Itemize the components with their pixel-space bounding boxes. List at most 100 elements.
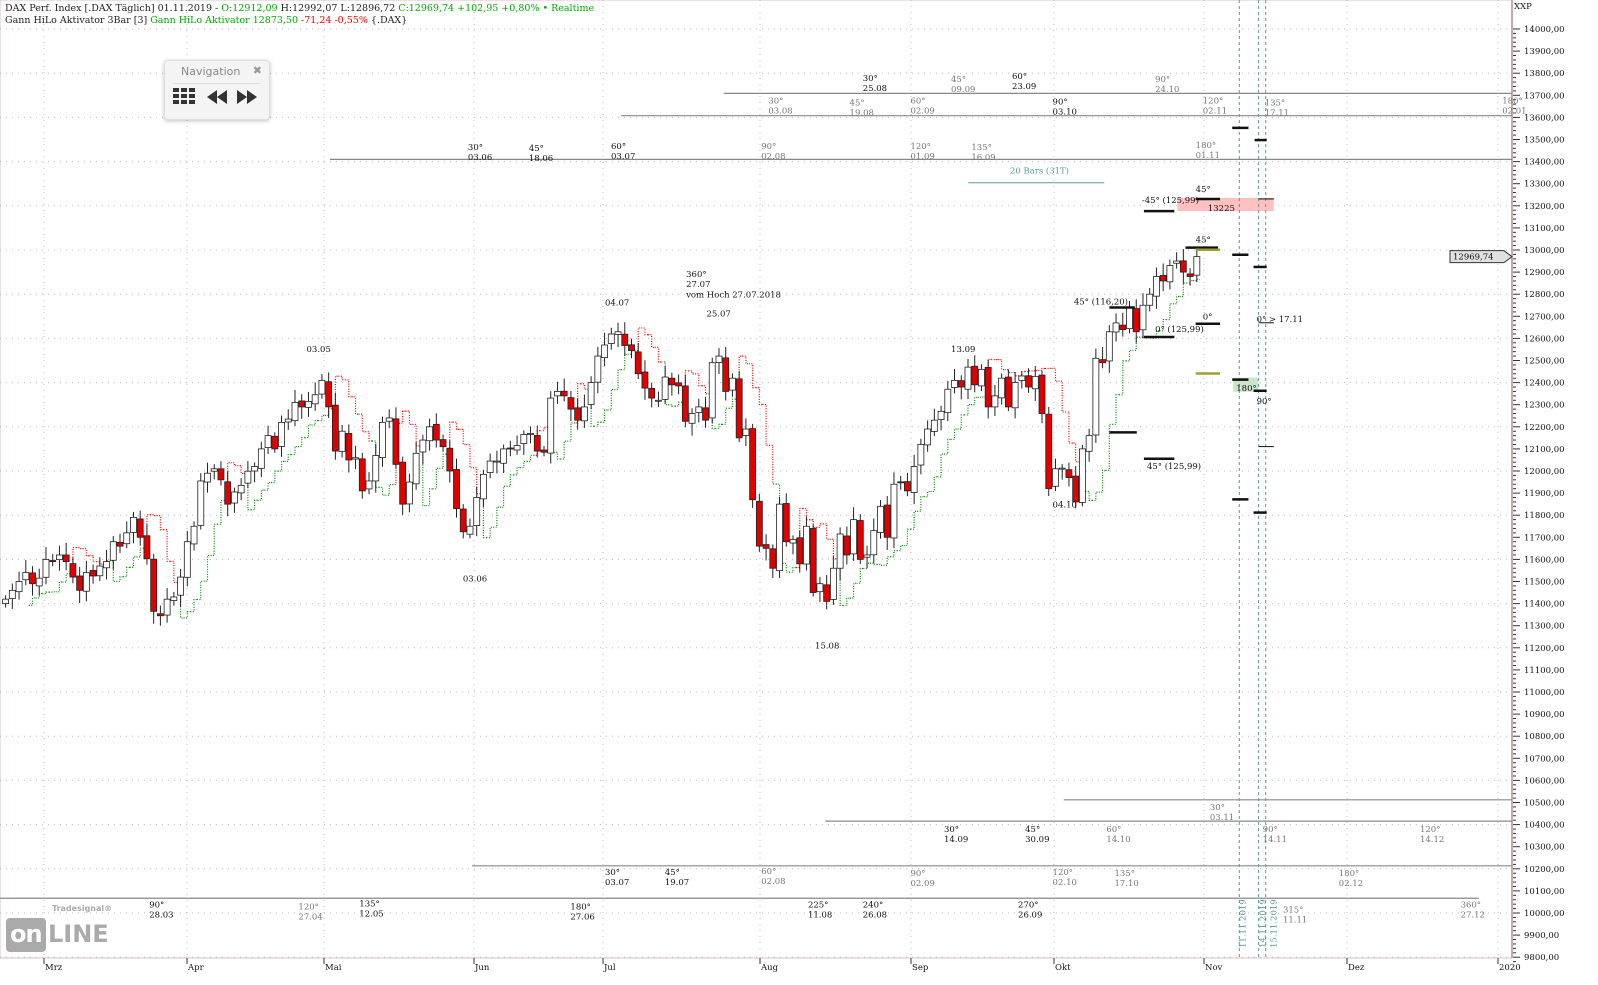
grid-icon[interactable] [173,88,197,111]
candle [1065,462,1073,487]
candle-body [520,434,528,444]
y-tick-label: 12800,00 [1524,290,1565,300]
price-annotation: 03.05 [307,345,331,355]
gann-hilo-segment [486,526,494,539]
cycle-date-label: 11.08 [808,910,832,920]
candle [183,530,191,587]
gann-hilo-segment [701,385,709,395]
candle-body [984,366,992,408]
last-price-marker [1449,250,1513,264]
price-annotation: 0° (125,99) [1155,324,1204,335]
candle-body [587,382,595,405]
cycle-angle-label: 30° [944,825,959,835]
candle-body [729,377,736,391]
candle [1085,428,1093,462]
candle-body [231,491,238,504]
gann-hilo-segment [513,466,521,476]
cycle-date-label: 17.10 [1114,879,1138,889]
candle-body [15,581,23,593]
candle-body [197,480,205,526]
candle [210,464,218,480]
y-tick-label: 13200,00 [1524,202,1565,212]
candle-body [224,481,232,505]
candle-body [278,421,285,447]
cycle-date-label: 17.11 [1265,108,1289,118]
candle [675,374,682,395]
candle-body [634,351,642,375]
y-tick-label: 10600,00 [1524,776,1565,786]
cycle-date-label: 19.07 [665,878,689,888]
cycle-date-label: 28.03 [149,910,173,920]
candle-body [1011,382,1019,409]
cycle-angle-label: 180° [1339,869,1359,879]
cycle-angle-label: 120° [1053,868,1073,878]
y-tick-label: 10400,00 [1524,821,1565,831]
gann-hilo-segment [55,581,63,593]
candle [96,557,104,582]
candle-body [8,589,16,599]
candle [762,534,770,561]
price-annotation: vom Hoch 27.07.2018 [685,290,781,300]
cycle-angle-label: 120° [1420,825,1440,835]
logo-box [6,918,46,952]
chart-header: DAX Perf. Index [.DAX Täglich] 01.11.201… [5,3,594,27]
y-tick-label: 10500,00 [1524,799,1565,809]
price-annotation: 90° [1257,397,1272,407]
candle [937,405,945,431]
candle-body [547,397,555,454]
candle [345,424,353,473]
candle [251,462,259,483]
candle-body [1139,304,1147,331]
candle-body [1045,413,1053,490]
gann-hilo-segment [28,597,36,606]
candle [136,510,144,546]
candle [459,504,467,539]
gann-hilo-segment [277,460,285,472]
candle [15,571,23,600]
candle-body [244,470,252,484]
gann-hilo-segment [1132,336,1140,351]
candle-body [62,554,70,563]
y-tick-label: 9800,00 [1524,953,1559,963]
gann-hilo-segment [351,396,359,415]
fast-forward-icon[interactable] [235,88,259,111]
candle-body [1193,256,1201,276]
candle [244,461,252,489]
candle [957,375,965,400]
candle [587,376,595,410]
cycle-angle-label: 45° [529,144,544,154]
candle [439,434,447,452]
gann-hilo-segment [203,554,211,582]
candle [480,469,487,508]
candle-body [500,448,508,464]
candle-body [96,565,104,577]
candle [109,535,117,570]
candle-body [964,366,972,390]
gann-hilo-segment [96,561,103,565]
y-tick-label: 10700,00 [1524,754,1565,764]
candle [722,347,730,401]
candle [217,461,225,486]
candle-body [22,572,30,581]
candle-body [655,399,662,402]
gann-hilo-segment [849,582,857,599]
candle-body [372,455,380,482]
candle [1004,369,1012,412]
cycle-angle-label: 360° [1461,900,1481,910]
candle-body [486,460,494,473]
y-tick-label: 9900,00 [1524,931,1559,941]
close-icon[interactable]: ✖ [252,64,262,77]
candle-body [789,539,797,544]
candle-body [533,435,541,452]
rewind-icon[interactable] [205,88,229,111]
candle-body [836,533,844,569]
cycle-date-label: 03.08 [768,106,792,116]
gann-hilo-segment [493,506,500,528]
candle-body [823,584,831,602]
candle [755,493,763,552]
gann-hilo-segment [540,426,547,432]
candle [621,322,629,356]
candle [567,390,575,422]
candle-body [883,504,891,538]
